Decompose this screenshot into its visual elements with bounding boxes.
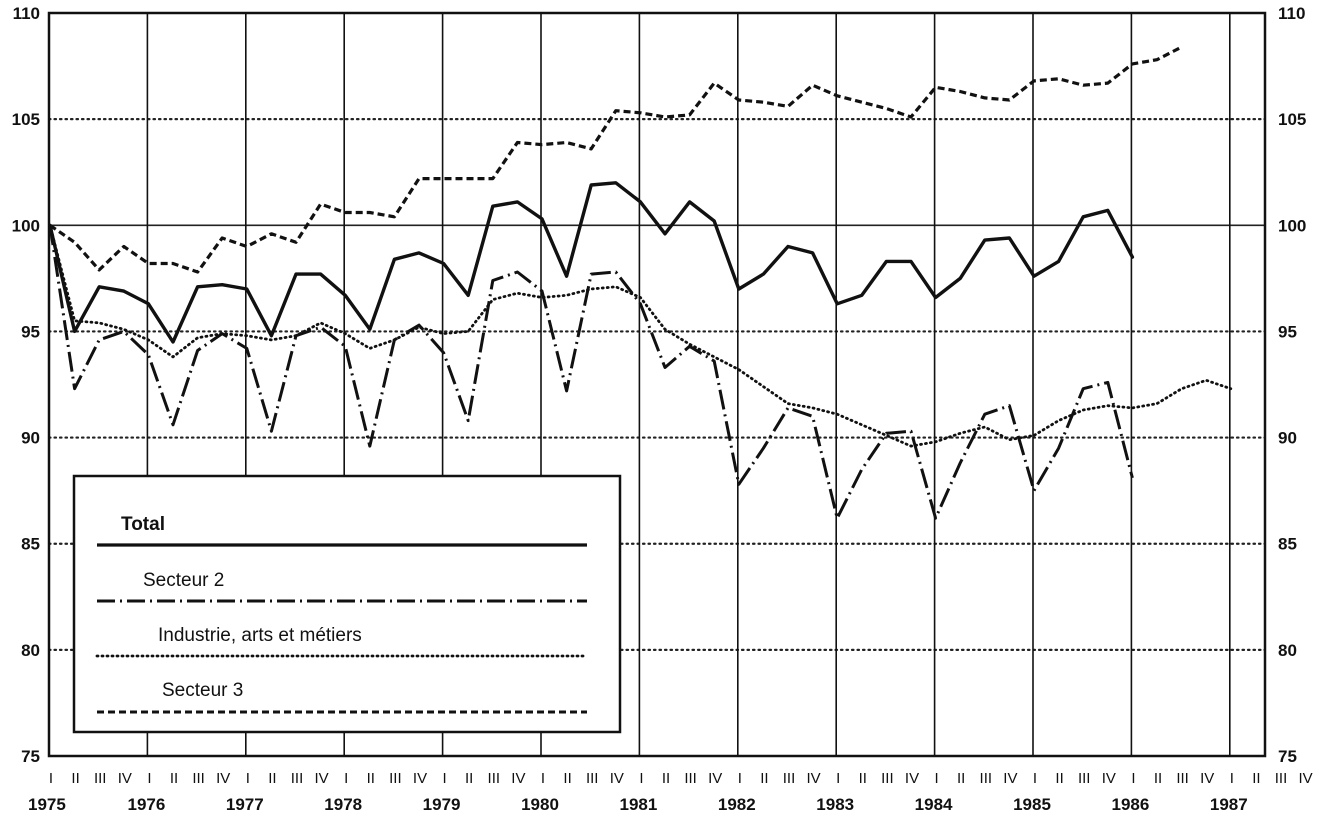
- series-line-secteur-2: [48, 225, 1134, 520]
- plot-frame: [47, 11, 1267, 758]
- year-label-1985: 1985: [1013, 795, 1051, 814]
- year-label-1981: 1981: [619, 795, 657, 814]
- x-tick-31: III: [783, 770, 796, 787]
- x-tick-16: IV: [413, 770, 427, 787]
- series-line-industrie-arts-et-m-tiers: [48, 223, 1233, 448]
- y-tick-right-100: 100: [1278, 216, 1306, 235]
- x-tick-46: II: [1154, 770, 1162, 787]
- x-tick-11: III: [291, 770, 304, 787]
- y-tick-left-110: 110: [13, 4, 40, 23]
- x-tick-50: II: [1252, 770, 1260, 787]
- x-tick-52: IV: [1299, 770, 1313, 787]
- x-tick-47: III: [1176, 770, 1189, 787]
- y-tick-left-90: 90: [21, 429, 40, 448]
- legend-entry-secteur-2: Secteur 2: [143, 570, 224, 591]
- y-tick-right-75: 75: [1278, 747, 1297, 766]
- x-tick-40: IV: [1003, 770, 1017, 787]
- x-tick-45: I: [1131, 770, 1135, 787]
- x-tick-3: III: [94, 770, 107, 787]
- year-label-1977: 1977: [226, 795, 264, 814]
- y-tick-right-85: 85: [1278, 535, 1297, 554]
- x-tick-5: I: [147, 770, 151, 787]
- series-line-total: [48, 181, 1135, 344]
- x-tick-43: III: [1078, 770, 1091, 787]
- x-tick-1: I: [49, 770, 53, 787]
- x-tick-33: I: [836, 770, 840, 787]
- x-tick-2: II: [71, 770, 79, 787]
- x-tick-51: III: [1275, 770, 1288, 787]
- y-tick-right-105: 105: [1278, 110, 1306, 129]
- y-tick-left-105: 105: [12, 110, 40, 129]
- x-tick-38: II: [957, 770, 965, 787]
- year-label-1983: 1983: [816, 795, 854, 814]
- x-tick-44: IV: [1102, 770, 1116, 787]
- y-axis-right: 75 80 85 90 95 100 105 110: [1278, 4, 1306, 766]
- legend-entry-secteur-3: Secteur 3: [162, 680, 243, 701]
- x-tick-32: IV: [807, 770, 821, 787]
- year-label-1976: 1976: [127, 795, 165, 814]
- x-tick-24: IV: [610, 770, 624, 787]
- y-tick-right-95: 95: [1278, 322, 1297, 341]
- x-tick-14: II: [367, 770, 375, 787]
- x-tick-26: II: [662, 770, 670, 787]
- legend-entry-industrie: Industrie, arts et métiers: [158, 625, 362, 646]
- year-label-1978: 1978: [324, 795, 362, 814]
- y-tick-right-90: 90: [1278, 429, 1297, 448]
- x-axis: I II III IV I II III IV I II III IV I II III IV I II III IV…: [28, 770, 1313, 814]
- x-tick-27: III: [684, 770, 697, 787]
- legend: Total Secteur 2 Industrie, arts et métie…: [72, 474, 622, 734]
- legend-box: [72, 474, 622, 734]
- y-tick-left-100: 100: [12, 216, 40, 235]
- legend-title-total: Total: [121, 514, 165, 535]
- x-tick-29: I: [738, 770, 742, 787]
- series-lines: [48, 45, 1233, 520]
- x-tick-15: III: [389, 770, 402, 787]
- x-tick-13: I: [344, 770, 348, 787]
- x-tick-20: IV: [511, 770, 525, 787]
- x-tick-30: II: [760, 770, 768, 787]
- x-tick-36: IV: [905, 770, 919, 787]
- x-tick-7: III: [192, 770, 205, 787]
- x-tick-19: III: [488, 770, 501, 787]
- year-label-1980: 1980: [521, 795, 559, 814]
- y-tick-left-80: 80: [21, 641, 40, 660]
- x-tick-49: I: [1230, 770, 1234, 787]
- x-tick-21: I: [541, 770, 545, 787]
- year-label-1979: 1979: [423, 795, 461, 814]
- x-tick-28: IV: [708, 770, 722, 787]
- y-tick-left-95: 95: [21, 322, 40, 341]
- x-tick-22: II: [563, 770, 571, 787]
- year-label-1987: 1987: [1210, 795, 1248, 814]
- series-line-secteur-3: [49, 45, 1183, 274]
- x-tick-34: II: [859, 770, 867, 787]
- year-label-1975: 1975: [28, 795, 66, 814]
- x-tick-37: I: [935, 770, 939, 787]
- x-tick-9: I: [246, 770, 250, 787]
- x-tick-42: II: [1055, 770, 1063, 787]
- x-tick-39: III: [980, 770, 993, 787]
- x-tick-12: IV: [315, 770, 329, 787]
- x-tick-18: II: [465, 770, 473, 787]
- x-tick-23: III: [586, 770, 599, 787]
- x-tick-10: II: [268, 770, 276, 787]
- x-tick-41: I: [1033, 770, 1037, 787]
- x-tick-48: IV: [1200, 770, 1214, 787]
- y-tick-right-80: 80: [1278, 641, 1297, 660]
- year-label-1982: 1982: [718, 795, 756, 814]
- x-tick-25: I: [639, 770, 643, 787]
- y-tick-left-75: 75: [21, 747, 40, 766]
- x-tick-4: IV: [118, 770, 132, 787]
- x-tick-6: II: [170, 770, 178, 787]
- y-tick-left-85: 85: [21, 535, 40, 554]
- y-axis-left: 75 80 85 90 95 100 105 110: [12, 4, 40, 766]
- x-tick-8: IV: [216, 770, 230, 787]
- y-tick-right-110: 110: [1278, 4, 1305, 23]
- year-label-1984: 1984: [915, 795, 953, 814]
- x-tick-17: I: [443, 770, 447, 787]
- year-label-1986: 1986: [1111, 795, 1149, 814]
- x-tick-35: III: [881, 770, 894, 787]
